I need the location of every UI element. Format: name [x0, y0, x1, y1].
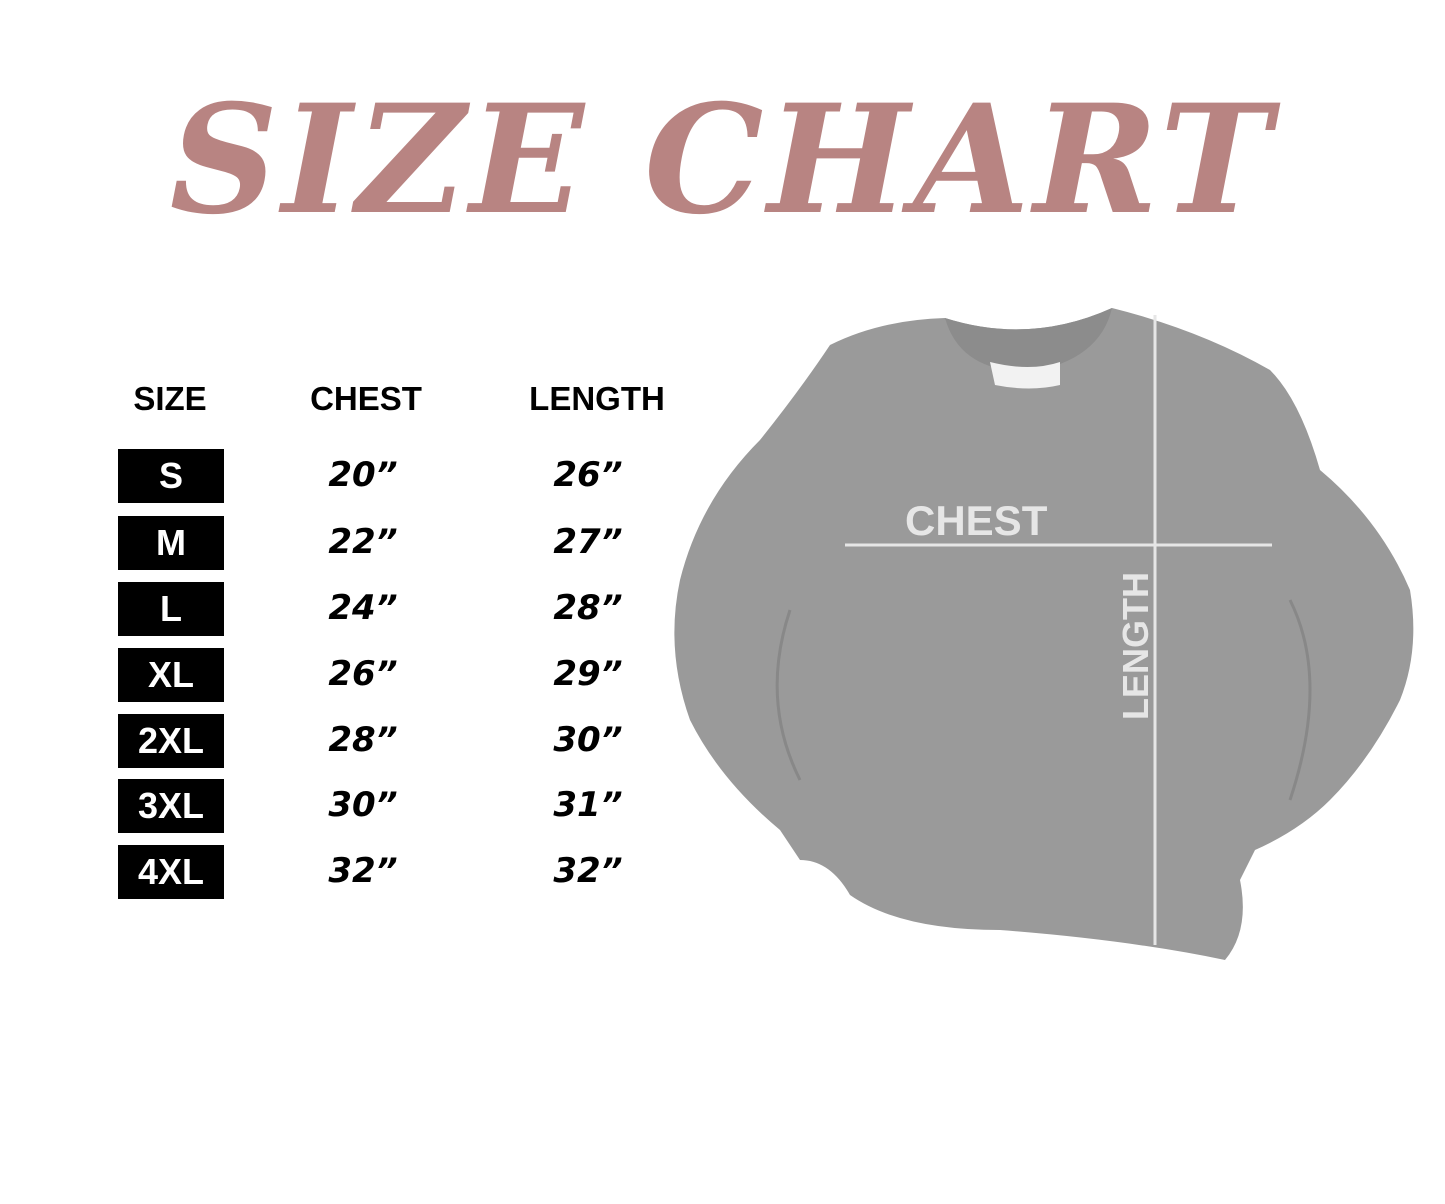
chest-value: 20”: [328, 455, 398, 495]
length-value: 29”: [553, 654, 623, 694]
size-label: M: [118, 516, 224, 570]
length-label: LENGTH: [1115, 572, 1156, 720]
page-title: SIZE CHART: [169, 72, 1276, 248]
size-label: L: [118, 582, 224, 636]
size-label: S: [118, 449, 224, 503]
length-value: 32”: [553, 851, 623, 891]
sweater-image: [674, 308, 1414, 960]
size-label: 3XL: [118, 779, 224, 833]
chest-value: 22”: [328, 522, 398, 562]
size-label: 4XL: [118, 845, 224, 899]
chest-value: 26”: [328, 654, 398, 694]
header-chest: CHEST: [310, 380, 422, 417]
chest-value: 30”: [328, 785, 398, 825]
length-value: 27”: [553, 522, 623, 562]
length-value: 31”: [553, 785, 623, 825]
length-value: 26”: [553, 455, 623, 495]
chest-value: 28”: [328, 720, 398, 760]
size-label: XL: [118, 648, 224, 702]
header-size: SIZE: [133, 380, 207, 417]
length-value: 30”: [553, 720, 623, 760]
header-length: LENGTH: [529, 380, 665, 417]
size-label: 2XL: [118, 714, 224, 768]
chest-value: 24”: [328, 588, 398, 628]
chest-label: CHEST: [905, 497, 1048, 544]
chest-value: 32”: [328, 851, 398, 891]
length-value: 28”: [553, 588, 623, 628]
